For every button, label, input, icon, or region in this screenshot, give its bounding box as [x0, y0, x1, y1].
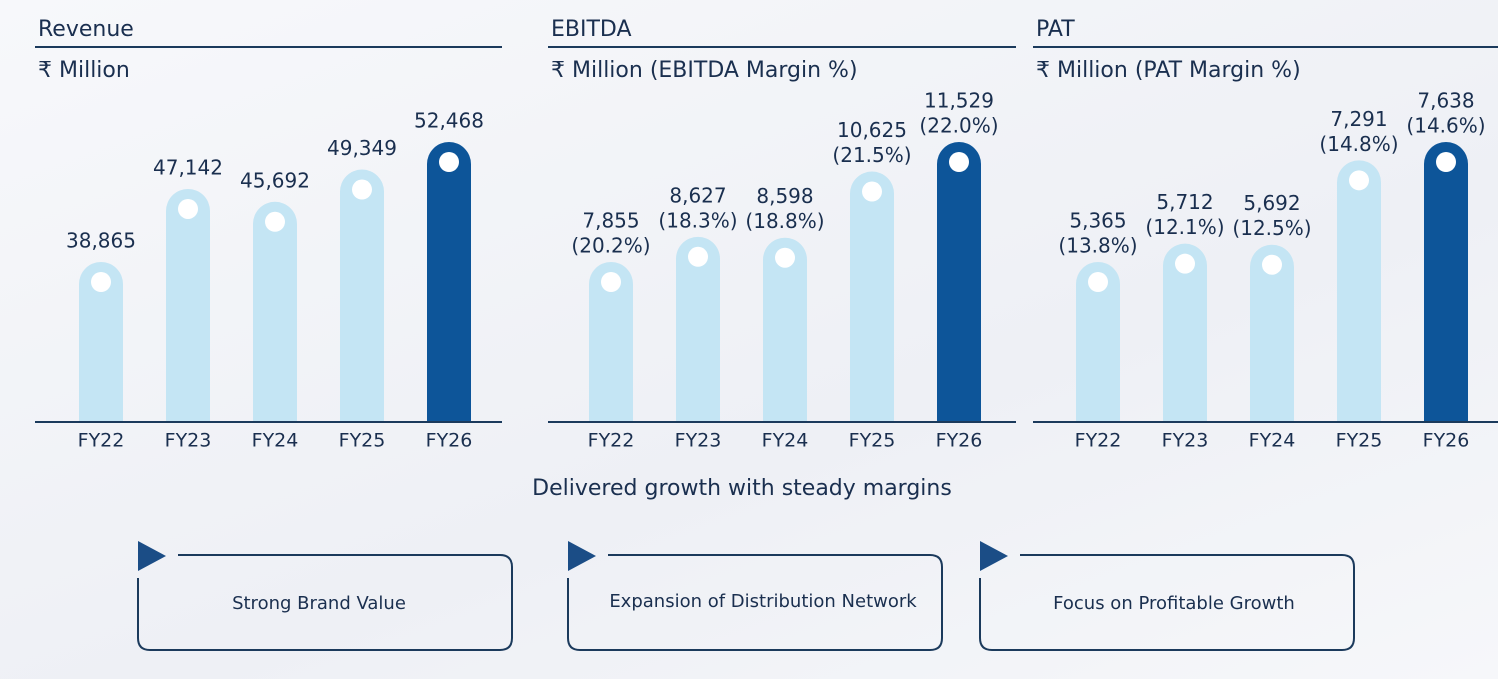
x-tick-label: FY23	[165, 430, 212, 452]
margin-label: (12.1%)	[1145, 215, 1224, 239]
bar	[79, 262, 123, 422]
bar	[676, 236, 720, 422]
chart-title: EBITDA	[551, 17, 632, 42]
x-tick-label: FY22	[1075, 430, 1122, 452]
x-tick-label: FY26	[1423, 430, 1470, 452]
bar-dot	[178, 198, 198, 219]
value-label: 8,627	[669, 183, 726, 207]
bar-dot	[1436, 152, 1456, 172]
x-tick-label: FY25	[339, 430, 386, 452]
box-outline	[567, 554, 943, 651]
margin-label: (13.8%)	[1058, 234, 1137, 258]
value-label: 47,142	[153, 155, 223, 179]
highlight-box	[137, 554, 1355, 651]
value-label: 7,638	[1417, 89, 1474, 113]
chart-subtitle: ₹ Million (PAT Margin %)	[1036, 58, 1301, 83]
x-tick-label: FY26	[426, 430, 473, 452]
chart-subtitle: ₹ Million (EBITDA Margin %)	[551, 58, 858, 83]
value-label: 49,349	[327, 136, 397, 160]
bar	[166, 188, 210, 422]
margin-label: (21.5%)	[832, 143, 911, 167]
arrow-icon	[568, 541, 596, 571]
highlight-text: Focus on Profitable Growth	[1053, 593, 1295, 614]
bar-dot	[601, 272, 621, 292]
arrow-icon	[138, 541, 166, 571]
margin-label: (20.2%)	[571, 234, 650, 258]
chart-title: Revenue	[38, 17, 134, 42]
bar	[763, 237, 807, 422]
x-tick-label: FY23	[675, 430, 722, 452]
box-outline	[137, 554, 513, 651]
x-tick-label: FY25	[849, 430, 896, 452]
value-label: 52,468	[414, 109, 484, 133]
x-tick-label: FY22	[78, 430, 125, 452]
bar-dot	[91, 272, 111, 292]
value-label: 45,692	[240, 168, 310, 192]
value-label: 5,365	[1069, 209, 1126, 233]
box-outline	[979, 554, 1355, 651]
margin-label: (18.8%)	[745, 209, 824, 233]
x-tick-label: FY25	[1336, 430, 1383, 452]
bar-dot	[352, 179, 372, 200]
highlight-text: Strong Brand Value	[232, 593, 406, 614]
value-label: 11,529	[924, 89, 994, 113]
bar	[589, 262, 633, 422]
x-tick-label: FY24	[1249, 430, 1296, 452]
bar	[427, 142, 471, 422]
bar-dot	[949, 152, 969, 172]
value-label: 7,855	[582, 209, 639, 233]
value-label: 7,291	[1330, 107, 1387, 131]
bar	[1076, 262, 1120, 422]
highlight-text: Expansion of Distribution Network	[609, 591, 917, 612]
bar-dot	[775, 247, 795, 268]
bar	[340, 169, 384, 422]
bar-dot	[1262, 254, 1282, 275]
margin-label: (14.8%)	[1319, 132, 1398, 156]
bar-dot	[1349, 170, 1369, 191]
bar-dot	[265, 211, 285, 232]
bar-dot	[862, 181, 882, 202]
value-label: 5,692	[1243, 191, 1300, 215]
x-tick-label: FY22	[588, 430, 635, 452]
x-tick-label: FY24	[252, 430, 299, 452]
bar	[1250, 244, 1294, 422]
x-tick-label: FY26	[936, 430, 983, 452]
margin-label: (22.0%)	[919, 114, 998, 138]
x-tick-label: FY24	[762, 430, 809, 452]
bar	[1337, 160, 1381, 423]
margin-label: (12.5%)	[1232, 216, 1311, 240]
value-label: 5,712	[1156, 190, 1213, 214]
caption: Delivered growth with steady margins	[532, 476, 952, 501]
value-label: 8,598	[756, 184, 813, 208]
bar	[253, 201, 297, 422]
value-label: 38,865	[66, 229, 136, 253]
chart-subtitle: ₹ Million	[38, 58, 130, 83]
bar-dot	[1175, 253, 1195, 274]
bar-dot	[688, 246, 708, 267]
bar-dot	[439, 152, 459, 172]
x-tick-label: FY23	[1162, 430, 1209, 452]
margin-label: (14.6%)	[1406, 114, 1485, 138]
bar	[850, 171, 894, 422]
bar	[1163, 243, 1207, 422]
bar	[1424, 142, 1468, 422]
chart-title: PAT	[1036, 17, 1075, 42]
arrow-icon	[980, 541, 1008, 571]
value-label: 10,625	[837, 118, 907, 142]
bar	[937, 142, 981, 422]
bar-dot	[1088, 272, 1108, 292]
margin-label: (18.3%)	[658, 208, 737, 232]
